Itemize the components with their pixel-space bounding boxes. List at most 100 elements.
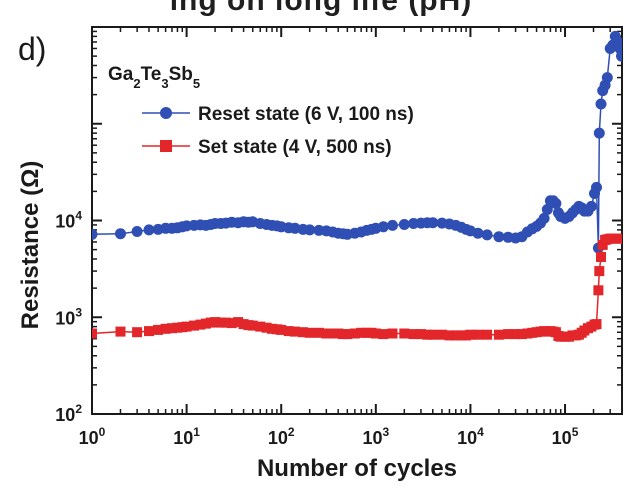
set-data-point bbox=[399, 328, 410, 339]
set-data-point bbox=[465, 329, 476, 340]
set-data-point bbox=[408, 329, 419, 340]
set-data-point bbox=[144, 326, 154, 337]
legend-set-marker bbox=[160, 140, 172, 152]
legend-entry-reset: Reset state (6 V, 100 ns) bbox=[142, 104, 414, 125]
set-data-point bbox=[596, 252, 606, 262]
compound-formula: Ga2Te3Sb5 bbox=[108, 64, 200, 91]
compound-part: 3 bbox=[161, 76, 168, 91]
set-data-point bbox=[370, 328, 381, 339]
legend-set-label: Set state (4 V, 500 ns) bbox=[198, 137, 392, 158]
set-data-point bbox=[427, 329, 438, 340]
set-data-point bbox=[444, 330, 455, 341]
set-data-point bbox=[616, 233, 622, 244]
reset-data-point bbox=[131, 226, 143, 237]
reset-data-point bbox=[377, 221, 389, 233]
set-data-point bbox=[349, 328, 360, 339]
set-data-point bbox=[167, 323, 177, 334]
x-tick-label: 103 bbox=[362, 425, 389, 448]
set-data-point bbox=[226, 318, 237, 329]
set-data-point bbox=[378, 329, 389, 340]
set-data-point bbox=[233, 317, 244, 328]
legend-reset-marker bbox=[160, 107, 172, 119]
reset-data-point bbox=[493, 231, 505, 243]
x-axis-label: Number of cycles bbox=[257, 455, 457, 482]
set-data-point bbox=[594, 266, 605, 277]
compound-part: Te bbox=[141, 64, 162, 85]
x-tick-label: 101 bbox=[173, 425, 200, 448]
reset-data-point bbox=[92, 228, 98, 240]
set-data-point bbox=[255, 321, 266, 332]
series-layer bbox=[92, 30, 622, 342]
set-data-point bbox=[327, 328, 338, 339]
set-data-point bbox=[210, 317, 221, 328]
set-data-point bbox=[181, 321, 192, 332]
axes: 100 101 102 103 104 105 102 103 104 bbox=[55, 27, 623, 448]
set-data-point bbox=[450, 330, 461, 341]
reset-data-point bbox=[541, 204, 553, 215]
set-data-point bbox=[482, 329, 493, 340]
compound-part: 2 bbox=[133, 76, 140, 91]
reset-data-point bbox=[595, 98, 607, 110]
set-data-point bbox=[387, 328, 398, 339]
set-data-point bbox=[215, 317, 226, 328]
set-data-point bbox=[189, 320, 200, 331]
set-data-point bbox=[510, 329, 521, 340]
reset-data-point bbox=[398, 219, 410, 230]
y-tick-label: 103 bbox=[55, 305, 82, 328]
legend: Reset state (6 V, 100 ns) Set state (4 V… bbox=[142, 104, 414, 158]
series-line-set bbox=[92, 237, 622, 338]
legend-reset-label: Reset state (6 V, 100 ns) bbox=[198, 104, 414, 125]
y-axis-label: Resistance (Ω) bbox=[17, 161, 44, 330]
set-data-point bbox=[220, 317, 231, 328]
reset-data-point bbox=[387, 219, 398, 231]
set-data-point bbox=[493, 329, 504, 340]
legend-entry-set: Set state (4 V, 500 ns) bbox=[142, 137, 392, 158]
set-data-point bbox=[92, 328, 97, 339]
set-data-point bbox=[313, 327, 324, 338]
reset-data-point bbox=[289, 222, 301, 234]
cropped-title-text: ing on long life (pH) bbox=[169, 0, 473, 17]
reset-data-point bbox=[472, 227, 484, 239]
set-data-point bbox=[593, 285, 604, 296]
reset-data-point bbox=[585, 200, 597, 212]
set-data-point bbox=[283, 326, 294, 337]
set-data-point bbox=[290, 326, 300, 337]
compound-part: Ga bbox=[108, 64, 134, 85]
set-data-point bbox=[342, 329, 353, 340]
set-data-point bbox=[160, 323, 171, 334]
set-data-point bbox=[591, 319, 602, 330]
reset-data-point bbox=[143, 224, 155, 236]
x-tick-label: 105 bbox=[552, 425, 579, 448]
reset-data-point bbox=[538, 212, 550, 224]
set-data-point bbox=[153, 324, 164, 335]
reset-data-point bbox=[481, 229, 493, 241]
set-data-point bbox=[298, 327, 308, 338]
set-data-point bbox=[472, 329, 483, 340]
set-data-point bbox=[437, 329, 447, 340]
set-data-point bbox=[356, 327, 367, 338]
reset-data-point bbox=[616, 50, 622, 62]
set-data-point bbox=[247, 320, 258, 331]
reset-data-point bbox=[115, 228, 126, 240]
y-tick-label: 102 bbox=[55, 402, 82, 425]
x-tick-label: 104 bbox=[457, 425, 484, 448]
y-tick-label: 104 bbox=[55, 209, 82, 232]
panel-label: d) bbox=[18, 31, 46, 67]
set-data-point bbox=[416, 329, 426, 340]
set-data-point bbox=[261, 322, 272, 333]
compound-part: 5 bbox=[193, 76, 200, 91]
set-data-point bbox=[321, 328, 332, 339]
set-data-point bbox=[422, 329, 433, 340]
reset-data-point bbox=[304, 224, 316, 236]
set-data-point bbox=[503, 329, 514, 340]
compound-part: Sb bbox=[169, 64, 193, 85]
set-data-point bbox=[132, 327, 143, 338]
set-data-point bbox=[516, 329, 527, 340]
set-data-point bbox=[304, 327, 315, 338]
x-tick-label: 102 bbox=[268, 425, 295, 448]
reset-data-point bbox=[593, 127, 605, 139]
x-tick-label: 100 bbox=[79, 425, 106, 448]
reset-data-point bbox=[550, 198, 562, 209]
set-data-point bbox=[195, 319, 206, 330]
